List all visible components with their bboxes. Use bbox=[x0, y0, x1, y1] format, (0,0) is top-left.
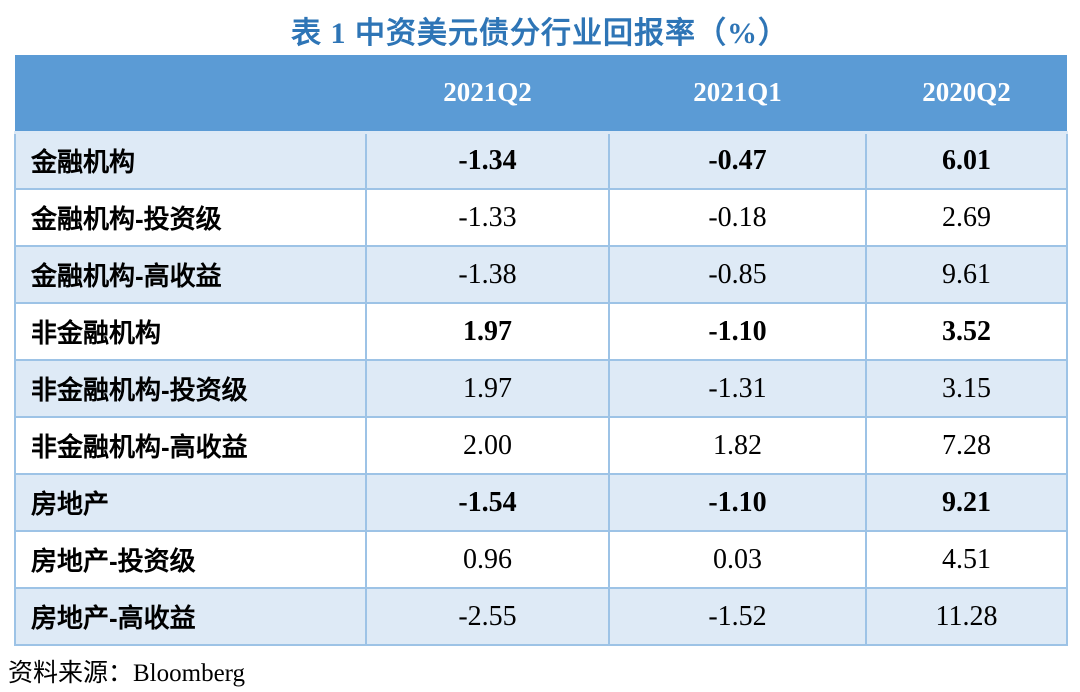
row-label: 非金融机构-高收益 bbox=[14, 416, 367, 475]
row-label: 房地产-高收益 bbox=[14, 587, 367, 646]
header-cell-2020q2: 2020Q2 bbox=[866, 55, 1067, 134]
cell-2020q2: 4.51 bbox=[865, 530, 1068, 589]
table-row-financial-ig: 金融机构-投资级 -1.33 -0.18 2.69 bbox=[14, 188, 1068, 247]
table-row-realestate-hy: 房地产-高收益 -2.55 -1.52 11.28 bbox=[14, 587, 1068, 646]
returns-table: 2021Q2 2021Q1 2020Q2 金融机构 -1.34 -0.47 6.… bbox=[14, 55, 1068, 646]
row-label: 金融机构-投资级 bbox=[14, 188, 367, 247]
header-cell-2021q1: 2021Q1 bbox=[609, 55, 866, 134]
table-row-financial: 金融机构 -1.34 -0.47 6.01 bbox=[14, 131, 1068, 190]
table-header: 2021Q2 2021Q1 2020Q2 bbox=[15, 55, 1067, 134]
cell-2021q2: 2.00 bbox=[365, 416, 610, 475]
cell-2021q1: 0.03 bbox=[608, 530, 867, 589]
cell-2020q2: 3.52 bbox=[865, 302, 1068, 361]
cell-2021q2: -1.33 bbox=[365, 188, 610, 247]
cell-2021q2: -1.34 bbox=[365, 131, 610, 190]
table-title: 表 1 中资美元债分行业回报率（%） bbox=[291, 17, 789, 50]
cell-2021q2: -1.54 bbox=[365, 473, 610, 532]
cell-2020q2: 9.61 bbox=[865, 245, 1068, 304]
row-label: 金融机构 bbox=[14, 131, 367, 190]
cell-2020q2: 3.15 bbox=[865, 359, 1068, 418]
cell-2021q1: 1.82 bbox=[608, 416, 867, 475]
table-row-financial-hy: 金融机构-高收益 -1.38 -0.85 9.61 bbox=[14, 245, 1068, 304]
cell-2021q1: -1.31 bbox=[608, 359, 867, 418]
row-label: 非金融机构-投资级 bbox=[14, 359, 367, 418]
row-label: 金融机构-高收益 bbox=[14, 245, 367, 304]
cell-2021q1: -1.52 bbox=[608, 587, 867, 646]
cell-2021q1: -0.85 bbox=[608, 245, 867, 304]
cell-2021q2: -1.38 bbox=[365, 245, 610, 304]
cell-2021q1: -0.47 bbox=[608, 131, 867, 190]
table-row-realestate-ig: 房地产-投资级 0.96 0.03 4.51 bbox=[14, 530, 1068, 589]
cell-2021q2: 0.96 bbox=[365, 530, 610, 589]
source-note: 资料来源：Bloomberg bbox=[8, 660, 246, 687]
table-row-nonfinancial-ig: 非金融机构-投资级 1.97 -1.31 3.15 bbox=[14, 359, 1068, 418]
row-label: 非金融机构 bbox=[14, 302, 367, 361]
row-label: 房地产 bbox=[14, 473, 367, 532]
cell-2021q1: -1.10 bbox=[608, 302, 867, 361]
table-row-nonfinancial-hy: 非金融机构-高收益 2.00 1.82 7.28 bbox=[14, 416, 1068, 475]
cell-2021q1: -0.18 bbox=[608, 188, 867, 247]
cell-2021q2: -2.55 bbox=[365, 587, 610, 646]
cell-2021q2: 1.97 bbox=[365, 359, 610, 418]
header-cell-2021q2: 2021Q2 bbox=[366, 55, 609, 134]
cell-2020q2: 2.69 bbox=[865, 188, 1068, 247]
table-row-nonfinancial: 非金融机构 1.97 -1.10 3.52 bbox=[14, 302, 1068, 361]
cell-2020q2: 7.28 bbox=[865, 416, 1068, 475]
cell-2020q2: 11.28 bbox=[865, 587, 1068, 646]
table-row-realestate: 房地产 -1.54 -1.10 9.21 bbox=[14, 473, 1068, 532]
cell-2020q2: 9.21 bbox=[865, 473, 1068, 532]
header-cell-sector bbox=[15, 55, 366, 134]
cell-2021q2: 1.97 bbox=[365, 302, 610, 361]
cell-2020q2: 6.01 bbox=[865, 131, 1068, 190]
cell-2021q1: -1.10 bbox=[608, 473, 867, 532]
table-body: 金融机构 -1.34 -0.47 6.01 金融机构-投资级 -1.33 -0.… bbox=[14, 131, 1068, 646]
header-row: 2021Q2 2021Q1 2020Q2 bbox=[15, 55, 1067, 134]
row-label: 房地产-投资级 bbox=[14, 530, 367, 589]
